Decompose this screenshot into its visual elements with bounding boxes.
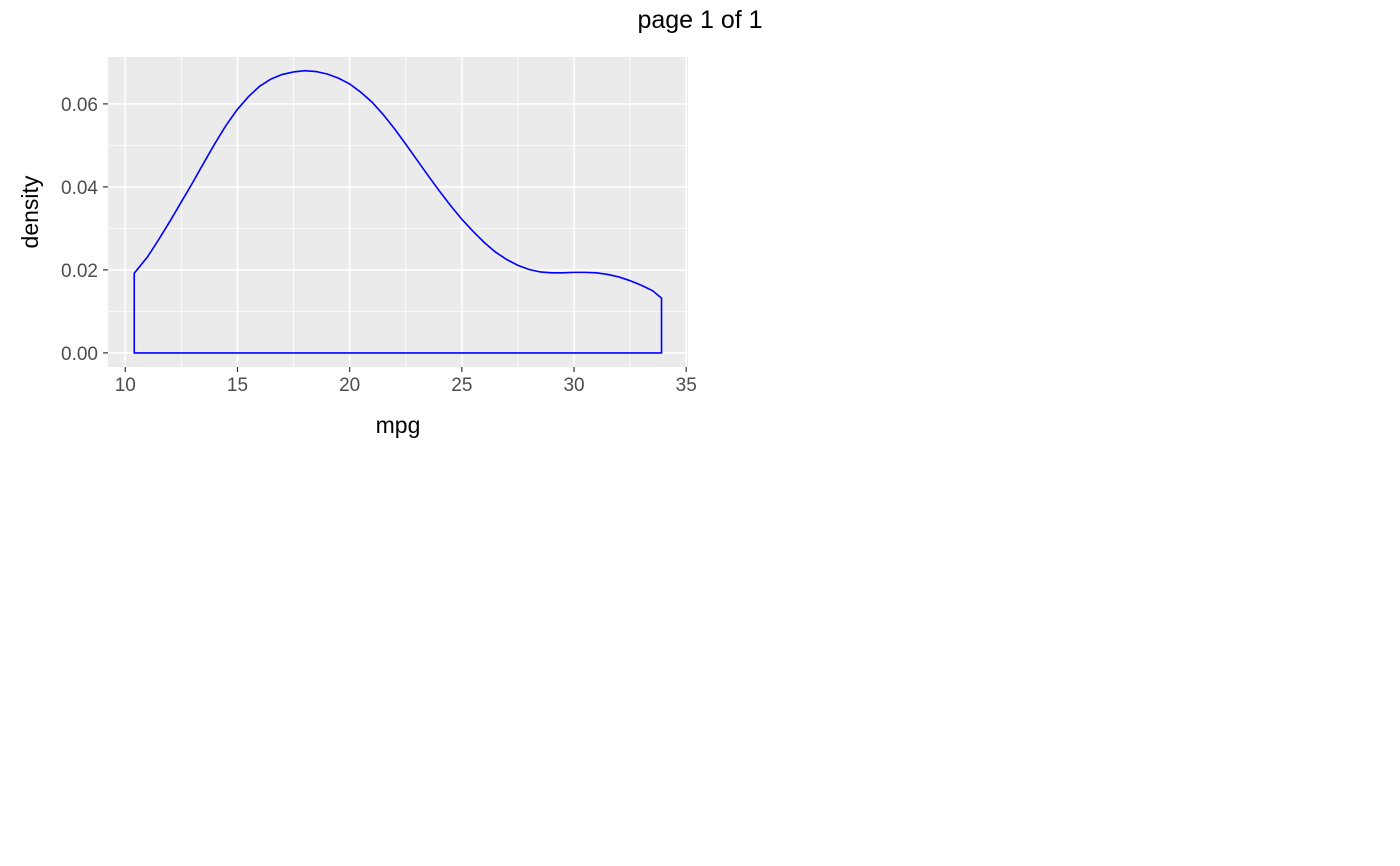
y-tick-label: 0.00 xyxy=(61,344,98,365)
x-tick-label: 20 xyxy=(339,375,360,396)
x-tick-label: 15 xyxy=(227,375,248,396)
x-tick-label: 10 xyxy=(115,375,136,396)
x-tick-label: 30 xyxy=(563,375,584,396)
x-axis-title: mpg xyxy=(376,412,421,438)
grid-minor xyxy=(108,57,688,367)
x-tick-label: 35 xyxy=(676,375,697,396)
y-tick-label: 0.02 xyxy=(61,261,98,282)
y-tick-label: 0.04 xyxy=(61,178,98,199)
page-title: page 1 of 1 xyxy=(637,6,763,34)
plot-panel xyxy=(108,57,688,367)
density-curve xyxy=(133,69,663,354)
y-axis-title: density xyxy=(17,175,43,248)
y-tick-label: 0.06 xyxy=(61,95,98,116)
x-tick-label: 25 xyxy=(451,375,472,396)
x-axis: 10 15 20 25 30 35 xyxy=(115,367,697,396)
y-axis: 0.00 0.02 0.04 0.06 xyxy=(61,95,108,365)
